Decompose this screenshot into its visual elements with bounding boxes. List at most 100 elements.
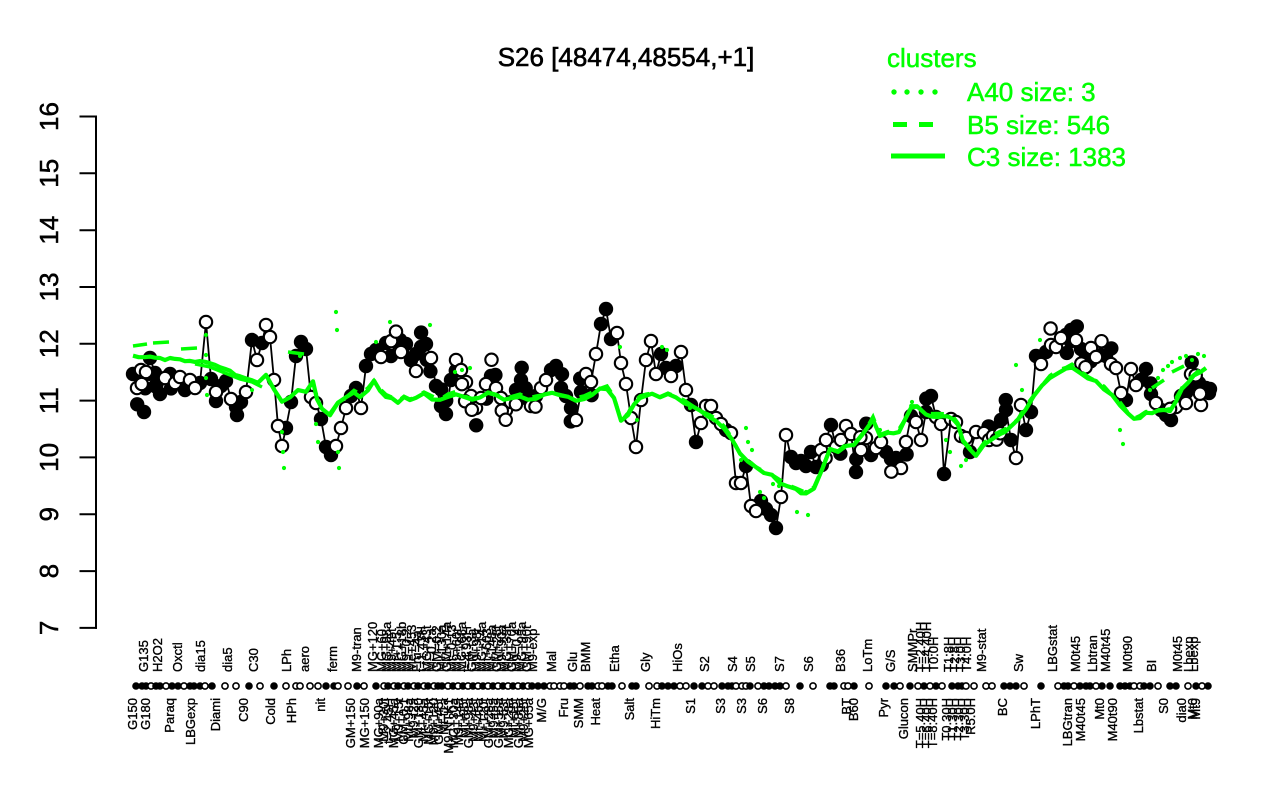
svg-text:C90: C90: [236, 698, 251, 722]
svg-text:H2O2: H2O2: [150, 638, 165, 672]
svg-text:S26 [48474,48554,+1]: S26 [48474,48554,+1]: [498, 42, 755, 72]
svg-text:MG+150: MG+150: [357, 698, 372, 748]
svg-text:Heat: Heat: [588, 698, 603, 726]
svg-text:T=6.40H: T=6.40H: [919, 698, 934, 748]
svg-text:GM-t3a: GM-t3a: [464, 628, 479, 672]
svg-text:M9-t5a: M9-t5a: [486, 697, 501, 738]
svg-text:S4: S4: [725, 656, 740, 672]
svg-text:SMMPr: SMMPr: [905, 628, 920, 672]
svg-text:G150: G150: [125, 698, 140, 730]
svg-text:LoTm: LoTm: [860, 639, 875, 672]
svg-text:M40t45: M40t45: [1098, 629, 1113, 672]
svg-text:T1.30H: T1.30H: [945, 698, 960, 741]
svg-text:M+148a: M+148a: [484, 624, 499, 672]
svg-text:M9-53t: M9-53t: [496, 698, 511, 739]
svg-text:M9+43t: M9+43t: [466, 698, 481, 742]
svg-text:GM+14a: GM+14a: [439, 621, 454, 672]
svg-text:ferm: ferm: [325, 646, 340, 672]
svg-text:Etha: Etha: [607, 644, 622, 672]
svg-text:GM+28a: GM+28a: [481, 697, 496, 748]
svg-text:M9+90a: M9+90a: [494, 624, 509, 672]
svg-text:M0t45: M0t45: [1068, 636, 1083, 672]
svg-text:BI: BI: [1144, 660, 1159, 672]
svg-text:MG+60: MG+60: [374, 629, 389, 672]
svg-text:Mt+603: Mt+603: [479, 628, 494, 672]
svg-text:M40t90: M40t90: [1105, 698, 1120, 741]
svg-text:GM+55a: GM+55a: [491, 697, 506, 748]
svg-text:MG+30a: MG+30a: [446, 697, 461, 748]
svg-text:LPhT: LPhT: [1028, 698, 1043, 729]
svg-text:M=0.2a: M=0.2a: [424, 628, 439, 672]
svg-text:Mt-t1a: Mt-t1a: [436, 697, 451, 735]
svg-text:T1:8H: T1:8H: [941, 637, 956, 672]
svg-text:t=4.93H: t=4.93H: [459, 626, 474, 672]
svg-text:S8: S8: [782, 698, 797, 714]
svg-text:M9+30t: M9+30t: [376, 698, 391, 742]
svg-text:M9=0.2: M9=0.2: [399, 628, 414, 672]
svg-text:Lbstat: Lbstat: [1131, 698, 1146, 734]
svg-text:t=2.45H: t=2.45H: [381, 698, 396, 744]
svg-text:T4:0H: T4:0H: [959, 637, 974, 672]
svg-text:BT: BT: [839, 698, 854, 715]
svg-text:HPh: HPh: [284, 698, 299, 723]
svg-text:MG+68a: MG+68a: [454, 621, 469, 672]
svg-text:Mt+98a: Mt+98a: [401, 697, 416, 741]
svg-text:M9=0.4: M9=0.4: [509, 628, 524, 672]
svg-text:M9+60t: M9+60t: [449, 628, 464, 672]
svg-text:Fru: Fru: [556, 698, 571, 718]
svg-text:G180: G180: [138, 698, 153, 730]
svg-text:13: 13: [34, 273, 64, 302]
svg-text:Mt0: Mt0: [1092, 698, 1107, 720]
svg-text:MG+45a: MG+45a: [386, 697, 401, 748]
svg-text:MG+43t: MG+43t: [419, 625, 434, 672]
svg-text:GM+45t: GM+45t: [431, 698, 446, 745]
svg-text:Lbexp: Lbexp: [1181, 637, 1196, 672]
svg-text:Mt+15t: Mt+15t: [506, 698, 521, 738]
svg-text:MG+65a: MG+65a: [521, 697, 536, 748]
svg-text:HiTm: HiTm: [648, 698, 663, 729]
svg-text:M9+15t: M9+15t: [391, 698, 406, 742]
svg-text:Pyr: Pyr: [876, 697, 891, 717]
svg-text:nit: nit: [313, 698, 328, 712]
svg-text:8: 8: [34, 564, 64, 578]
svg-text:M+130a: M+130a: [434, 624, 449, 672]
svg-text:HiOs: HiOs: [670, 643, 685, 672]
svg-text:MG+98a: MG+98a: [379, 621, 394, 672]
svg-text:12: 12: [34, 329, 64, 358]
svg-text:LPh: LPh: [279, 649, 294, 672]
svg-text:t=1.43H: t=1.43H: [414, 626, 429, 672]
svg-text:R5.0H: R5.0H: [963, 698, 978, 735]
svg-text:clusters: clusters: [887, 43, 977, 73]
svg-text:MG+95a: MG+95a: [514, 621, 529, 672]
svg-text:M9+98t: M9+98t: [469, 628, 484, 672]
svg-text:GM+90t: GM+90t: [519, 625, 534, 672]
svg-text:Mt0: Mt0: [1185, 698, 1200, 720]
svg-text:T3.30H: T3.30H: [957, 698, 972, 741]
svg-text:M+120t: M+120t: [476, 698, 491, 742]
svg-text:M9+120: M9+120: [426, 698, 441, 745]
svg-text:S6: S6: [755, 698, 770, 714]
svg-text:S3: S3: [734, 698, 749, 714]
svg-text:M9-exp: M9-exp: [525, 629, 540, 672]
svg-text:dia0: dia0: [1174, 698, 1189, 723]
svg-text:GM=0.2: GM=0.2: [429, 625, 444, 672]
svg-text:Mal: Mal: [544, 651, 559, 672]
svg-text:MG+18b: MG+18b: [394, 622, 409, 672]
svg-text:C30: C30: [246, 648, 261, 672]
svg-text:M9-NTK1: M9-NTK1: [441, 698, 456, 754]
svg-text:T0:0H: T0:0H: [926, 637, 941, 672]
svg-text:M/G: M/G: [534, 698, 549, 723]
svg-text:14: 14: [34, 216, 64, 245]
svg-text:Me+453: Me+453: [404, 625, 419, 672]
svg-text:B5 size: 546: B5 size: 546: [967, 110, 1110, 140]
svg-text:Salt: Salt: [622, 698, 637, 721]
svg-text:S1: S1: [683, 698, 698, 714]
svg-text:S6: S6: [801, 656, 816, 672]
svg-text:S2: S2: [697, 656, 712, 672]
svg-text:M0t45: M0t45: [1170, 636, 1185, 672]
svg-text:15: 15: [34, 159, 64, 188]
svg-text:M0t90: M0t90: [1120, 636, 1135, 672]
svg-text:T=8.40H: T=8.40H: [925, 698, 940, 748]
svg-text:Glu: Glu: [565, 652, 580, 672]
svg-text:MG+14a: MG+14a: [474, 621, 489, 672]
